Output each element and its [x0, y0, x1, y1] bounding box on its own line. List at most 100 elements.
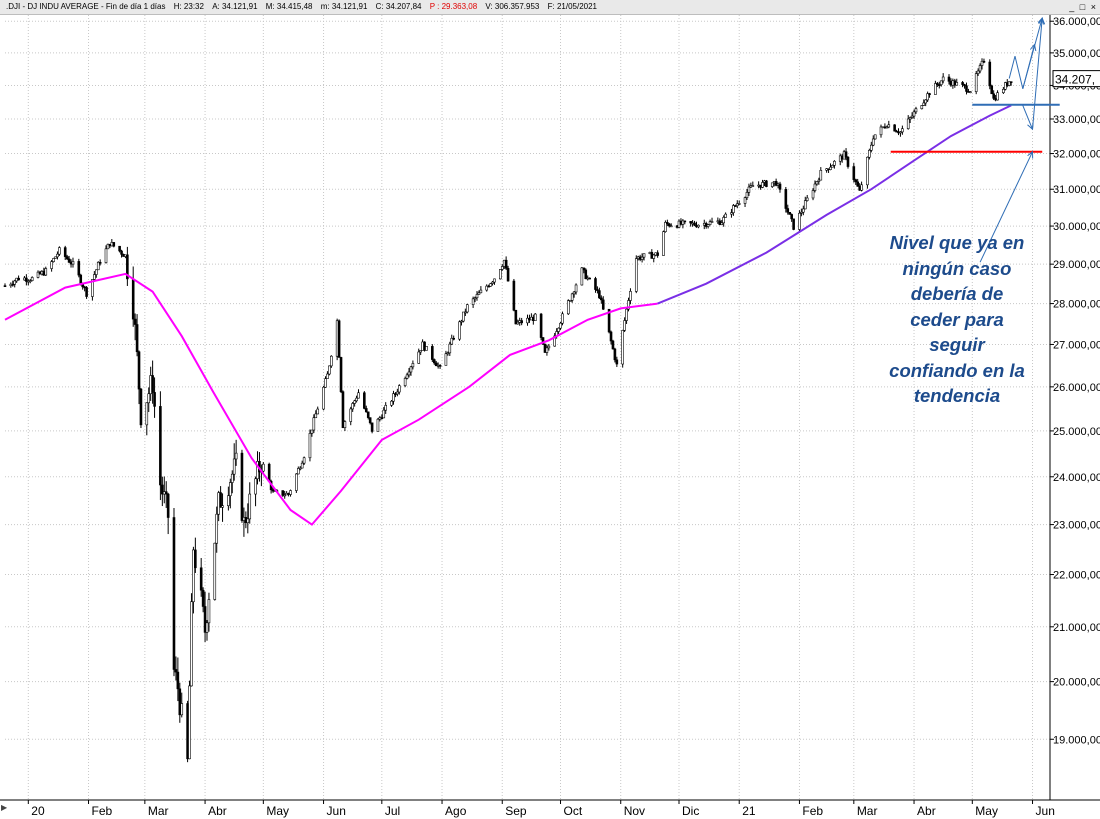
- candle-body: [788, 211, 792, 215]
- price-chart[interactable]: 19.000,00 20.000,00 21.000,00 22.000,00 23.0…: [0, 15, 1100, 819]
- candle-body: [166, 493, 170, 518]
- y-tick-label: 21.000,00: [1053, 622, 1100, 634]
- candle-body: [607, 308, 611, 333]
- candle-body: [36, 271, 40, 278]
- candle-body: [1002, 88, 1005, 93]
- candle-body: [829, 166, 832, 170]
- annotation-line: debería de: [910, 283, 1004, 304]
- candles: [3, 58, 1013, 763]
- candle-body: [908, 117, 912, 120]
- candle-body: [194, 549, 197, 569]
- candle-body: [526, 317, 529, 324]
- candle-body: [339, 357, 343, 393]
- x-tick-label: Nov: [624, 804, 645, 818]
- candle-body: [990, 85, 994, 95]
- candle-body: [899, 131, 902, 134]
- restore-button[interactable]: □: [1079, 2, 1087, 12]
- candle-body: [219, 492, 222, 508]
- candle-body: [588, 277, 591, 280]
- minimize-button[interactable]: _: [1069, 2, 1076, 12]
- candle-body: [312, 417, 316, 431]
- x-tick-label: May: [266, 804, 289, 818]
- candle-body: [980, 60, 984, 66]
- candle-body: [778, 183, 782, 190]
- y-tick-label: 27.000,00: [1053, 339, 1100, 351]
- candle-body: [302, 457, 306, 464]
- candle-body: [473, 297, 477, 300]
- candle-body: [516, 321, 520, 325]
- candle-body: [139, 388, 143, 426]
- candle-body: [634, 258, 638, 292]
- candle-body: [382, 409, 386, 419]
- candle-body: [792, 218, 795, 230]
- candle-body: [722, 217, 725, 224]
- candle-body: [708, 221, 712, 225]
- x-tick-label: Jun: [327, 804, 346, 818]
- candle-body: [939, 80, 943, 85]
- candle-body: [234, 452, 238, 460]
- x-tick-label: Oct: [564, 804, 583, 818]
- candle-body: [298, 467, 302, 470]
- candle-body: [364, 408, 368, 413]
- candle-body: [854, 179, 858, 183]
- y-tick-label: 28.000,00: [1053, 299, 1100, 311]
- candle-body: [852, 166, 856, 180]
- y-tick-label: 35.000,00: [1053, 48, 1100, 60]
- candle-body: [262, 463, 265, 472]
- candle-body: [598, 290, 601, 299]
- candle-body: [112, 242, 116, 247]
- candle-body: [879, 126, 883, 136]
- candle-body: [434, 362, 438, 367]
- candle-body: [147, 393, 151, 404]
- scroll-left-icon[interactable]: ▶: [1, 803, 8, 812]
- close-button[interactable]: ×: [1090, 2, 1097, 12]
- candle-body: [582, 267, 586, 271]
- candle-body: [322, 386, 325, 410]
- candle-body: [574, 284, 578, 293]
- candle-body: [572, 291, 576, 295]
- candle-body: [656, 252, 659, 256]
- x-tick-label: Ago: [445, 804, 467, 818]
- candle-body: [697, 224, 700, 228]
- candle-body: [611, 340, 615, 350]
- candle-body: [652, 254, 656, 259]
- annotation-line: ningún caso: [902, 257, 1012, 279]
- candle-body: [803, 200, 807, 210]
- candle-body: [920, 105, 924, 110]
- candle-body: [30, 277, 34, 281]
- candle-body: [489, 283, 492, 287]
- candle-body: [992, 93, 995, 99]
- candle-body: [460, 320, 463, 323]
- candle-body: [355, 397, 358, 402]
- annotation-line: seguir: [929, 334, 985, 355]
- candle-body: [924, 99, 927, 104]
- candle-body: [504, 259, 508, 269]
- candle-body: [462, 311, 465, 322]
- candle-body: [955, 82, 959, 86]
- candle-body: [561, 313, 564, 324]
- x-tick-label: Dic: [682, 804, 699, 818]
- candle-body: [642, 253, 646, 258]
- scenario-arrow: [979, 152, 1032, 263]
- candle-body: [906, 118, 910, 129]
- symbol-label: .DJI - DJ INDU AVERAGE - Fin de día 1 dí…: [6, 2, 166, 11]
- candle-body: [425, 346, 428, 351]
- x-tick-label: Mar: [857, 804, 878, 818]
- candle-body: [770, 182, 774, 187]
- y-tick-label: 26.000,00: [1053, 382, 1100, 394]
- last-price-label: 34.207,: [1055, 73, 1095, 87]
- candle-body: [568, 300, 572, 302]
- candle-body: [747, 186, 751, 193]
- candle-body: [860, 184, 863, 191]
- candle-body: [77, 261, 81, 276]
- candle-body: [91, 279, 94, 297]
- candle-body: [493, 278, 496, 283]
- candle-body: [126, 254, 129, 280]
- candle-body: [625, 308, 628, 321]
- scenario-arrow: [1022, 105, 1033, 129]
- candle-body: [745, 192, 749, 198]
- candle-body: [58, 247, 61, 255]
- min-label: m: 34.121,91: [320, 2, 368, 11]
- candle-body: [667, 223, 671, 227]
- candle-body: [819, 170, 823, 181]
